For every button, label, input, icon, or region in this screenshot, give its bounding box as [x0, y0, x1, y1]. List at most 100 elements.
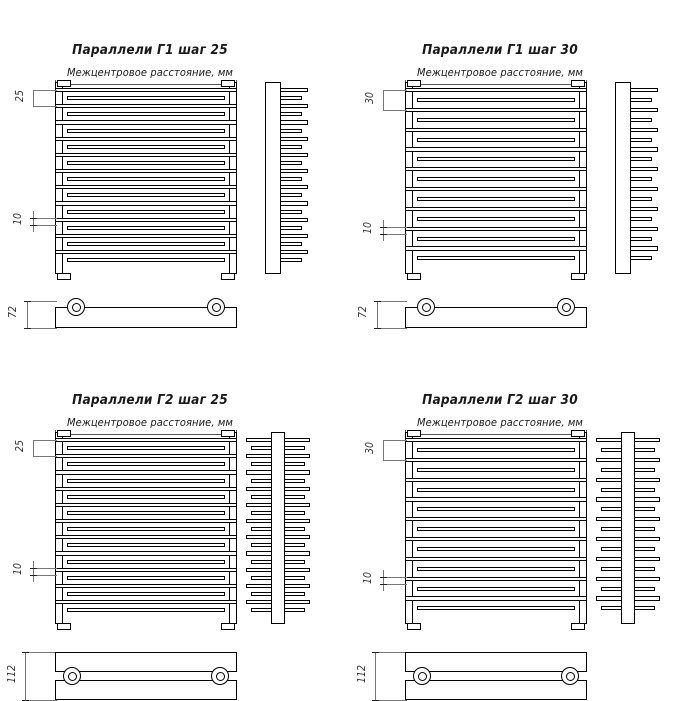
front-cap-bottom-left — [407, 623, 421, 631]
side-fin-right — [284, 502, 310, 507]
side-fin-right — [634, 566, 655, 571]
depth-dimension-label: 72 — [7, 306, 19, 319]
depth-arrow-bottom — [374, 328, 381, 330]
panel-g1-step30: Параллели Г1 шаг 30 Межцентровое расстоян… — [350, 0, 700, 350]
front-tube — [55, 136, 237, 141]
depth-dimension-label: 112 — [356, 665, 368, 684]
front-tube — [67, 193, 225, 198]
side-fin-left — [251, 446, 272, 451]
side-fin-left — [596, 497, 622, 502]
front-tube — [417, 507, 575, 512]
side-fin-right — [284, 551, 310, 556]
side-fin-right — [630, 147, 658, 152]
side-fin-left — [596, 537, 622, 542]
span-dimension-line — [405, 434, 587, 435]
side-fin-right — [630, 226, 658, 231]
front-manifold-left — [55, 82, 63, 275]
front-tube — [417, 586, 575, 591]
side-fin-right — [280, 152, 308, 157]
front-cap-bottom-right — [571, 623, 585, 631]
side-fin-right — [630, 107, 658, 112]
front-tube — [55, 169, 237, 174]
side-fin-right — [280, 104, 308, 109]
side-fin-left — [246, 438, 272, 443]
side-fin-left — [251, 462, 272, 467]
tubeheight-arrow-top — [380, 576, 387, 578]
front-cap-top-right — [221, 80, 235, 87]
side-fin-right — [284, 438, 310, 443]
front-tube — [417, 196, 575, 202]
side-fin-right — [630, 157, 652, 162]
front-tube — [67, 128, 225, 133]
front-cap-top-left — [57, 80, 71, 87]
front-tube — [405, 167, 587, 172]
front-tube — [67, 144, 225, 149]
front-tube — [417, 566, 575, 571]
panel-title: Параллели Г1 шаг 30 — [422, 42, 578, 58]
front-tube — [405, 517, 587, 522]
front-tube — [67, 112, 225, 117]
front-tube — [417, 177, 575, 182]
front-tube — [67, 527, 225, 532]
side-fin-left — [601, 527, 622, 532]
pitch-ext-line-top — [383, 440, 407, 441]
front-tube — [405, 477, 587, 482]
depth-arrow-top — [22, 652, 29, 654]
side-fin-right — [634, 546, 655, 552]
side-fin-left — [246, 535, 272, 540]
side-fin-left — [246, 470, 272, 475]
front-tube — [405, 596, 587, 601]
pitch-ext-line-top — [383, 90, 407, 91]
tubeheight-arrow-top — [380, 226, 387, 228]
side-fin-left — [601, 447, 622, 453]
front-tube — [417, 447, 575, 453]
front-tube — [55, 120, 237, 125]
tubeheight-ext-line-bottom — [33, 225, 57, 226]
front-tube — [417, 256, 575, 261]
front-tube — [405, 206, 587, 211]
side-fin-right — [634, 537, 660, 542]
tubeheight-dim-line — [33, 560, 34, 582]
front-tube — [55, 454, 237, 459]
side-fin-right — [634, 576, 660, 581]
side-fin-right — [634, 606, 655, 611]
front-tube — [67, 209, 225, 214]
tubeheight-dim-line — [383, 569, 384, 591]
tubeheight-ext-line-top — [33, 567, 57, 569]
front-tube — [417, 117, 575, 122]
side-fin-right — [284, 454, 310, 459]
front-tube — [67, 462, 225, 467]
side-fin-left — [251, 527, 272, 532]
span-dimension-line — [405, 84, 587, 85]
front-tube — [405, 88, 587, 93]
side-fin-right — [284, 470, 310, 475]
front-tube — [67, 494, 225, 499]
side-fin-right — [284, 591, 305, 597]
side-fin-left — [601, 546, 622, 552]
side-fin-left — [596, 556, 622, 561]
side-fin-right — [280, 233, 308, 238]
side-fin-left — [251, 494, 272, 499]
front-tube — [55, 600, 237, 605]
depth-dim-line — [25, 652, 26, 701]
side-fin-right — [280, 160, 302, 166]
pitch-dimension-label: 30 — [364, 441, 376, 454]
side-fin-right — [284, 583, 310, 588]
side-fin-right — [634, 517, 660, 522]
pitch-dimension-label: 25 — [14, 440, 26, 453]
panel-subtitle: Межцентровое расстояние, мм — [67, 416, 233, 429]
front-tube — [55, 470, 237, 475]
front-cap-bottom-right — [221, 273, 235, 281]
side-fin-left — [251, 591, 272, 597]
side-fin-right — [284, 494, 305, 499]
front-tube — [405, 497, 587, 502]
bottom-port-inner — [561, 302, 571, 312]
tubeheight-ext-line-top — [383, 226, 407, 228]
depth-ext-line-bottom — [27, 328, 57, 330]
side-fin-right — [280, 128, 302, 133]
side-fin-right — [634, 497, 660, 502]
tubeheight-ext-line-bottom — [383, 584, 407, 585]
front-tube — [67, 160, 225, 166]
side-fin-left — [246, 583, 272, 588]
